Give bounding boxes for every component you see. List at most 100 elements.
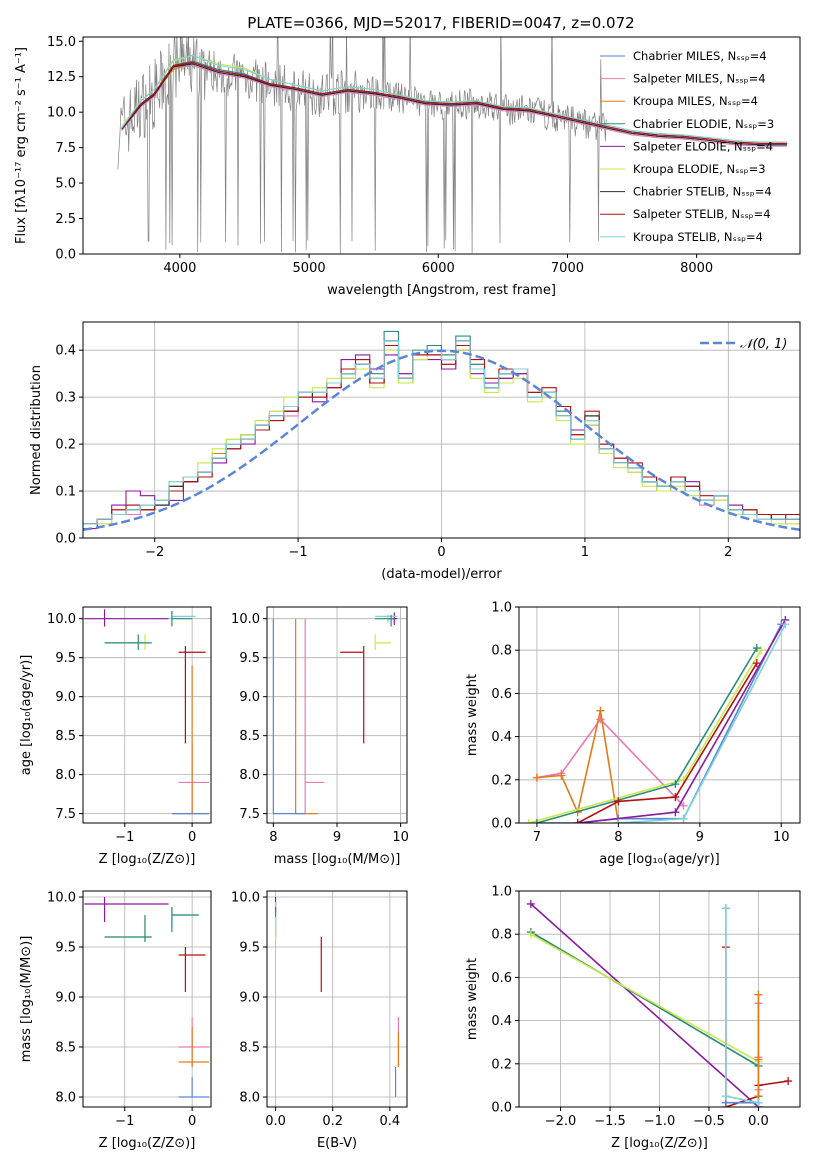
age-vs-Z-plot-area xyxy=(84,609,209,815)
x-axis-label: Z [log₁₀(Z/Z⊙)] xyxy=(99,1136,196,1151)
series-line xyxy=(530,903,759,1107)
x-tick-label: 4000 xyxy=(163,261,196,276)
x-axis-label: Z [log₁₀(Z/Z⊙)] xyxy=(611,1136,708,1151)
x-tick-label: 2 xyxy=(724,545,732,560)
model-spectrum-line xyxy=(121,63,788,146)
y-axis-label: age [log₁₀(age/yr)] xyxy=(19,655,34,776)
y-tick-label: 0.1 xyxy=(55,485,76,500)
x-tick-label: 0.0 xyxy=(265,1114,286,1129)
massweight-vs-age-panel: 7 8 9 10 0.0 0.2 0.4 0.6 0.8 1.0 age [log₁₀(age/yr… xyxy=(465,601,801,867)
y-tick-label: 7.5 xyxy=(55,141,76,156)
legend-label: Salpeter STELIB, Nₛₛₚ=4 xyxy=(633,207,771,221)
x-tick-label: −1 xyxy=(115,1114,134,1129)
y-tick-label: 8.0 xyxy=(239,1091,260,1106)
y-tick-label: 9.0 xyxy=(55,991,76,1006)
y-axis-label: mass [log₁₀(M/M⊙)] xyxy=(19,936,34,1063)
spectrum-panel: 4000 5000 6000 7000 8000 0.0 2.5 5.0 7.5 10.0 12.5… xyxy=(14,35,801,298)
y-axis-label: mass weight xyxy=(465,674,480,756)
legend-label: Salpeter ELODIE, Nₛₛₚ=4 xyxy=(633,139,773,153)
point-marker xyxy=(679,801,688,810)
y-tick-label: 9.0 xyxy=(239,690,260,705)
point-marker xyxy=(526,930,535,939)
y-tick-label: 0.8 xyxy=(491,928,512,943)
y-tick-label: 1.0 xyxy=(491,601,512,616)
y-tick-label: 8.5 xyxy=(55,1041,76,1056)
spectrum-plot-area xyxy=(117,37,788,254)
point-marker xyxy=(671,793,680,802)
x-axis-label: (data-model)/error xyxy=(381,567,502,582)
series-line xyxy=(724,947,789,1107)
series-line xyxy=(577,662,758,823)
legend-label: Chabrier ELODIE, Nₛₛₚ=3 xyxy=(633,117,774,131)
legend-label: Chabrier STELIB, Nₛₛₚ=4 xyxy=(633,185,772,199)
mass-vs-EBV-panel: 0.0 0.2 0.4 8.0 8.5 9.0 9.5 10.0 E(B-V) xyxy=(231,890,408,1151)
point-marker xyxy=(596,706,605,715)
axes-frame xyxy=(82,890,212,1108)
y-tick-label: 0.6 xyxy=(491,687,512,702)
point-marker xyxy=(671,808,680,817)
y-tick-label: 10.0 xyxy=(47,891,76,906)
x-tick-label: −1 xyxy=(289,545,308,560)
model-spectrum-line xyxy=(121,64,788,147)
y-tick-label: 0.0 xyxy=(55,248,76,263)
model-spectrum-line xyxy=(121,61,788,144)
point-marker xyxy=(532,773,541,782)
point-marker xyxy=(781,620,790,629)
series-line xyxy=(536,710,620,823)
x-tick-label: −1.0 xyxy=(644,1114,676,1129)
y-tick-label: 8.0 xyxy=(55,768,76,783)
model-spectrum-line xyxy=(121,54,788,143)
axes-frame xyxy=(518,606,801,824)
y-tick-label: 0.2 xyxy=(491,773,512,788)
y-tick-label: 8.0 xyxy=(55,1091,76,1106)
y-tick-label: 15.0 xyxy=(47,35,76,50)
x-tick-label: 9 xyxy=(696,830,704,845)
mass-vs-Z-plot-area xyxy=(84,897,209,1098)
y-tick-label: 0.2 xyxy=(55,438,76,453)
massweight-vs-Z-plot-area xyxy=(526,899,793,1107)
y-tick-label: 0.0 xyxy=(491,817,512,832)
y-tick-label: 0.0 xyxy=(55,532,76,547)
mass-vs-EBV-plot-area xyxy=(274,897,400,1097)
point-marker xyxy=(754,990,763,999)
x-tick-label: 9 xyxy=(333,830,341,845)
age-vs-mass-panel: 8 9 10 7.5 8.0 8.5 9.0 9.5 10.0 mass [log₁₀(M/M⊙)… xyxy=(231,606,409,867)
y-tick-label: 9.5 xyxy=(55,941,76,956)
legend-label: Kroupa STELIB, Nₛₛₚ=4 xyxy=(633,230,763,244)
legend-label: Salpeter MILES, Nₛₛₚ=4 xyxy=(633,72,766,86)
y-tick-label: 2.5 xyxy=(55,212,76,227)
x-tick-label: −0.5 xyxy=(693,1114,725,1129)
series-line xyxy=(724,908,760,1107)
massweight-vs-Z-panel: −2.0 −1.5 −1.0 −0.5 0.0 0.0 0.2 0.4 0.6 0.8 1.0 Z [… xyxy=(465,885,801,1151)
y-tick-label: 10.0 xyxy=(47,106,76,121)
y-tick-label: 7.5 xyxy=(55,807,76,822)
series-line xyxy=(530,933,759,1063)
point-marker xyxy=(679,814,688,823)
massweight-vs-age-plot-area xyxy=(524,615,790,823)
residual-plot-area xyxy=(83,330,800,532)
x-tick-label: −2 xyxy=(145,545,164,560)
y-tick-label: 0.8 xyxy=(491,644,512,659)
x-tick-label: 10 xyxy=(773,830,790,845)
x-tick-label: 7000 xyxy=(551,261,584,276)
observed-spectrum-line xyxy=(117,37,607,254)
series-line xyxy=(724,908,759,1104)
y-tick-label: 0.4 xyxy=(55,344,76,359)
y-tick-label: 0.4 xyxy=(491,730,512,745)
y-tick-label: 0.2 xyxy=(491,1057,512,1072)
point-marker xyxy=(532,819,541,823)
x-tick-label: 0.4 xyxy=(380,1114,401,1129)
series-line xyxy=(530,931,759,1067)
axes-frame xyxy=(82,36,801,255)
point-marker xyxy=(524,819,533,823)
axes-frame xyxy=(266,890,408,1108)
x-tick-label: 10 xyxy=(392,830,409,845)
y-tick-label: 8.0 xyxy=(239,768,260,783)
x-axis-label: E(B-V) xyxy=(317,1136,357,1151)
y-axis-label: mass weight xyxy=(465,958,480,1040)
point-marker xyxy=(557,771,566,780)
y-tick-label: 10.0 xyxy=(231,891,260,906)
point-marker xyxy=(526,899,535,908)
x-axis-label: wavelength [Angstrom, rest frame] xyxy=(327,283,556,298)
gaussian-curve xyxy=(83,349,800,532)
